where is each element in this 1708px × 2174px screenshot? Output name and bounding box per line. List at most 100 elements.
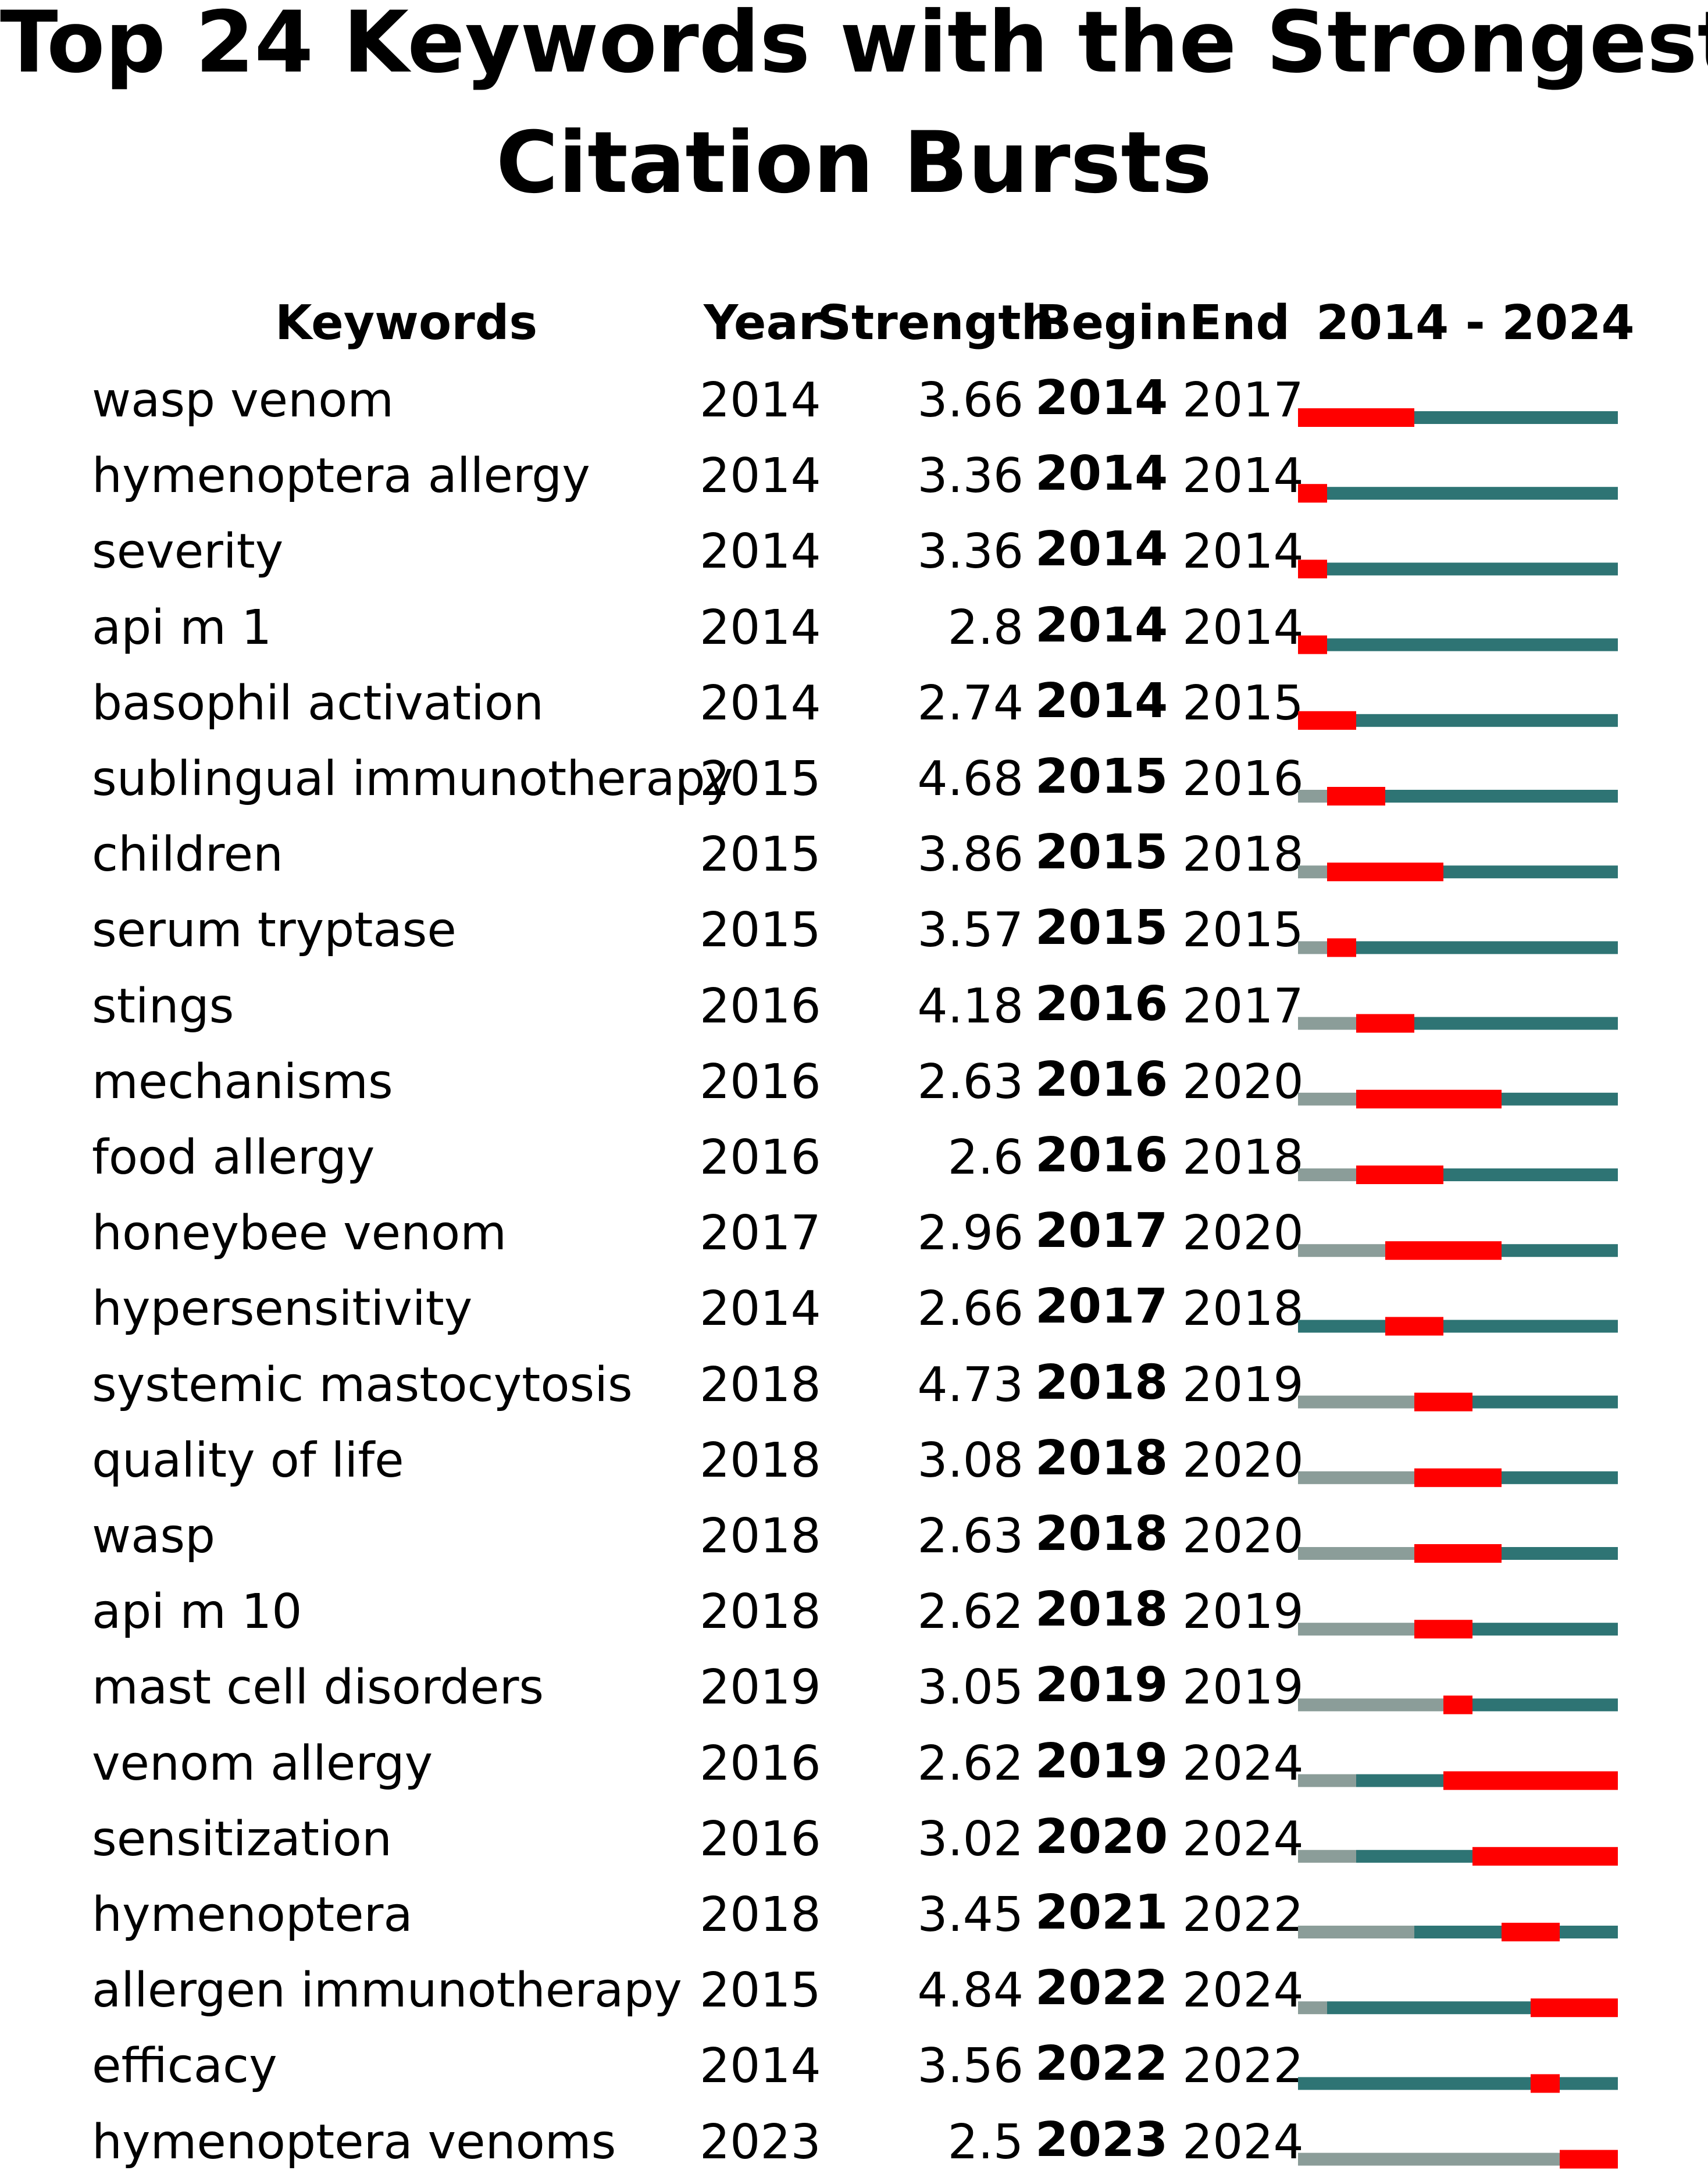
timeline-inactive-segment xyxy=(1298,1471,1414,1484)
keyword-cell: serum tryptase xyxy=(92,903,457,958)
year-cell: 2014 xyxy=(700,600,821,655)
end-cell: 2019 xyxy=(1182,1584,1304,1640)
chart-title-line-2: Citation Bursts xyxy=(495,113,1213,212)
year-cell: 2014 xyxy=(700,1281,821,1337)
strength-cell: 3.57 xyxy=(917,903,1024,958)
timeline-active-segment xyxy=(1298,487,1618,500)
keyword-cell: severity xyxy=(92,524,284,580)
timeline-active-segment xyxy=(1298,638,1618,651)
burst-bar xyxy=(1298,559,1327,579)
keyword-cell: api m 10 xyxy=(92,1584,302,1640)
end-cell: 2015 xyxy=(1182,675,1304,731)
strength-cell: 3.86 xyxy=(917,827,1024,883)
burst-bar xyxy=(1327,787,1385,806)
timeline-active-segment xyxy=(1298,714,1618,727)
burst-bar xyxy=(1298,635,1327,654)
burst-bar xyxy=(1443,1695,1472,1715)
end-cell: 2017 xyxy=(1182,978,1304,1034)
year-cell: 2016 xyxy=(700,1130,821,1185)
keyword-cell: sensitization xyxy=(92,1811,392,1867)
end-cell: 2019 xyxy=(1182,1660,1304,1716)
timeline-inactive-segment xyxy=(1298,1623,1414,1636)
year-cell: 2016 xyxy=(700,978,821,1034)
burst-bar xyxy=(1414,1468,1502,1487)
end-cell: 2022 xyxy=(1182,1887,1304,1943)
timeline-inactive-segment xyxy=(1298,1926,1414,1938)
burst-bar xyxy=(1385,1241,1502,1260)
strength-cell: 2.96 xyxy=(917,1206,1024,1261)
keyword-cell: hypersensitivity xyxy=(92,1281,473,1337)
burst-bar xyxy=(1327,938,1356,957)
timeline-inactive-segment xyxy=(1298,1395,1414,1409)
burst-bar xyxy=(1414,1620,1472,1639)
end-cell: 2014 xyxy=(1182,524,1304,580)
timeline-inactive-segment xyxy=(1298,1698,1443,1712)
end-cell: 2018 xyxy=(1182,827,1304,883)
end-cell: 2018 xyxy=(1182,1281,1304,1337)
end-cell: 2020 xyxy=(1182,1206,1304,1261)
begin-cell: 2014 xyxy=(1035,446,1168,502)
strength-cell: 3.05 xyxy=(917,1660,1024,1716)
end-cell: 2024 xyxy=(1182,1963,1304,2019)
timeline-active-segment xyxy=(1327,941,1618,954)
keyword-cell: api m 1 xyxy=(92,600,272,655)
begin-cell: 2016 xyxy=(1035,1052,1168,1107)
timeline-inactive-segment xyxy=(1298,1092,1356,1106)
year-cell: 2015 xyxy=(700,827,821,883)
strength-cell: 3.36 xyxy=(917,448,1024,504)
keyword-cell: hymenoptera xyxy=(92,1887,413,1943)
begin-cell: 2016 xyxy=(1035,976,1168,1032)
strength-cell: 2.62 xyxy=(917,1584,1024,1640)
burst-bar xyxy=(1414,1392,1472,1412)
strength-cell: 4.84 xyxy=(917,1963,1024,2019)
end-cell: 2020 xyxy=(1182,1509,1304,1564)
keyword-cell: allergen immunotherapy xyxy=(92,1963,682,2019)
begin-cell: 2014 xyxy=(1035,597,1168,653)
timeline-inactive-segment xyxy=(1298,790,1327,803)
year-cell: 2019 xyxy=(700,1660,821,1716)
begin-cell: 2014 xyxy=(1035,673,1168,729)
keyword-cell: venom allergy xyxy=(92,1735,433,1791)
begin-cell: 2016 xyxy=(1035,1128,1168,1183)
end-cell: 2024 xyxy=(1182,1811,1304,1867)
header-begin: Begin xyxy=(1035,295,1189,351)
year-cell: 2018 xyxy=(700,1887,821,1943)
timeline-inactive-segment xyxy=(1298,1547,1414,1560)
burst-bar xyxy=(1298,484,1327,503)
strength-cell: 3.36 xyxy=(917,524,1024,580)
keyword-cell: wasp venom xyxy=(92,373,394,428)
burst-bar xyxy=(1385,1317,1443,1336)
year-cell: 2023 xyxy=(700,2114,821,2170)
timeline-active-segment xyxy=(1298,2077,1618,2090)
keyword-cell: children xyxy=(92,827,284,883)
keyword-cell: basophil activation xyxy=(92,675,544,731)
strength-cell: 3.02 xyxy=(917,1811,1024,1867)
timeline-active-segment xyxy=(1327,790,1618,803)
keyword-cell: hymenoptera allergy xyxy=(92,448,590,504)
strength-cell: 2.5 xyxy=(947,2114,1024,2170)
burst-bar xyxy=(1298,408,1414,427)
keyword-cell: wasp xyxy=(92,1509,216,1564)
end-cell: 2022 xyxy=(1182,2038,1304,2094)
burst-bar xyxy=(1502,1923,1560,1941)
end-cell: 2017 xyxy=(1182,373,1304,428)
begin-cell: 2015 xyxy=(1035,749,1168,804)
keyword-cell: food allergy xyxy=(92,1130,375,1185)
year-cell: 2018 xyxy=(700,1357,821,1413)
begin-cell: 2023 xyxy=(1035,2112,1168,2168)
strength-cell: 4.18 xyxy=(917,978,1024,1034)
timeline-inactive-segment xyxy=(1298,1244,1385,1257)
timeline-inactive-segment xyxy=(1298,2001,1327,2015)
end-cell: 2024 xyxy=(1182,1735,1304,1791)
chart-title-line-1: Top 24 Keywords with the Strongest xyxy=(0,0,1708,92)
timeline-active-segment xyxy=(1298,562,1618,576)
timeline-inactive-segment xyxy=(1298,865,1327,879)
strength-cell: 3.45 xyxy=(917,1887,1024,1943)
strength-cell: 2.66 xyxy=(917,1281,1024,1337)
keyword-cell: quality of life xyxy=(92,1432,404,1488)
timeline-inactive-segment xyxy=(1298,1774,1356,1787)
end-cell: 2020 xyxy=(1182,1432,1304,1488)
header-strength: Strength xyxy=(817,295,1055,351)
year-cell: 2014 xyxy=(700,448,821,504)
year-cell: 2015 xyxy=(700,903,821,958)
